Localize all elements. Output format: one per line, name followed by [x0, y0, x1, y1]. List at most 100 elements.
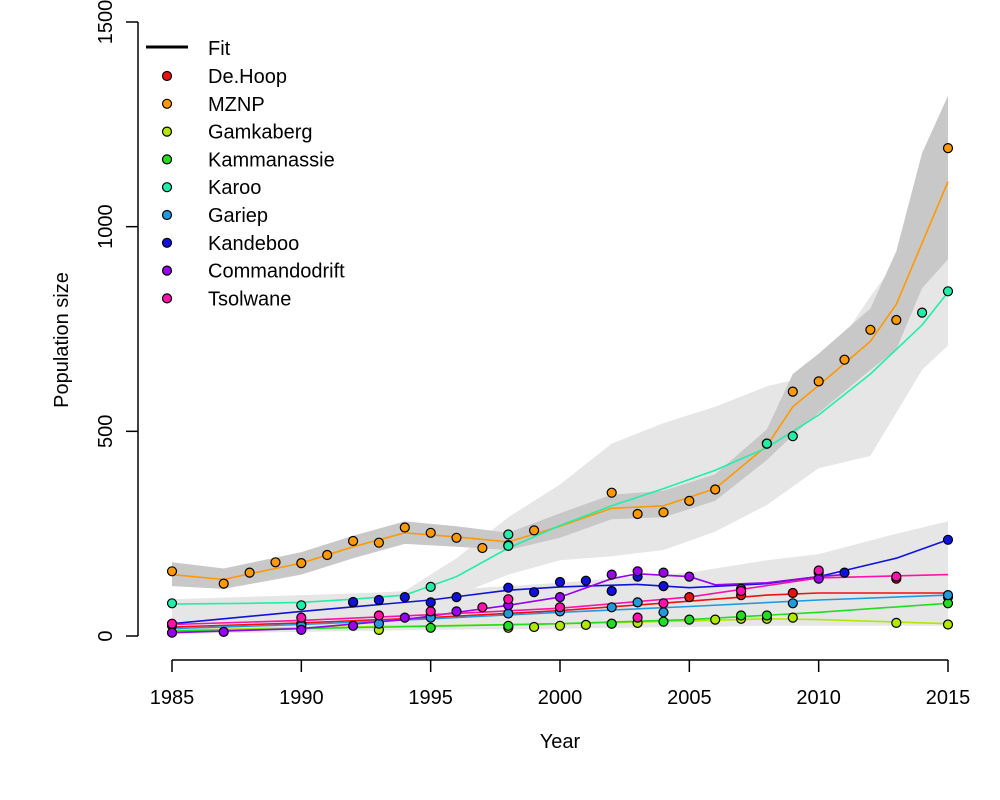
point-tsolwane: [373, 610, 384, 621]
point-gamkaberg: [942, 619, 954, 630]
point-tsolwane: [503, 594, 514, 605]
point-kammanassie: [658, 616, 669, 627]
point-karoo: [425, 581, 436, 593]
point-de-hoop: [787, 587, 798, 599]
point-gariep: [942, 589, 954, 601]
point-mznp: [710, 484, 721, 495]
point-kandeboo: [451, 591, 462, 603]
point-kandeboo: [658, 580, 669, 592]
y-tick-label: 1500: [95, 0, 117, 44]
point-mznp: [658, 507, 669, 518]
y-tick-label: 0: [95, 630, 117, 641]
point-mznp: [684, 495, 695, 506]
x-tick-label: 1995: [408, 687, 453, 709]
legend-marker-tsolwane: [161, 293, 173, 304]
point-gamkaberg: [580, 619, 592, 631]
y-axis-title: Population size: [51, 272, 73, 408]
fit-line-mznp: [171, 181, 949, 581]
band-karoo: [172, 189, 948, 608]
point-commandodrift: [554, 591, 566, 603]
point-commandodrift: [296, 624, 307, 636]
legend-marker-mznp: [161, 98, 173, 109]
legend: Fit De.Hoop MZNP Gamkaberg Kammanassie Karoo…: [146, 38, 345, 310]
point-gamkaberg: [891, 617, 902, 629]
legend-marker-gariep: [161, 209, 173, 221]
point-commandodrift: [218, 626, 229, 638]
point-gariep: [787, 598, 798, 609]
point-mznp: [632, 508, 643, 520]
point-kammanassie: [761, 610, 773, 621]
point-kammanassie: [606, 618, 617, 629]
point-tsolwane: [658, 598, 669, 609]
point-tsolwane: [891, 571, 902, 582]
point-commandodrift: [348, 620, 359, 631]
point-mznp: [813, 376, 824, 387]
point-commandodrift: [451, 606, 462, 617]
point-mznp: [891, 314, 902, 326]
point-gamkaberg: [528, 621, 540, 633]
point-mznp: [322, 549, 333, 561]
point-gariep: [606, 602, 617, 613]
legend-label-karoo: Karoo: [208, 177, 261, 199]
point-karoo: [296, 600, 307, 611]
point-kandeboo: [580, 575, 592, 586]
point-tsolwane: [632, 612, 643, 623]
point-tsolwane: [735, 585, 747, 597]
point-karoo: [503, 529, 514, 540]
point-tsolwane: [813, 565, 824, 576]
point-karoo: [787, 431, 798, 442]
point-kandeboo: [839, 567, 850, 578]
legend-marker-kammanassie: [161, 154, 173, 165]
legend-marker-de-hoop: [161, 70, 173, 82]
point-mznp: [528, 525, 540, 536]
fit-line-de-hoop: [171, 592, 948, 628]
point-kandeboo: [348, 596, 359, 608]
point-tsolwane: [554, 602, 566, 613]
point-commandodrift: [399, 612, 410, 623]
point-mznp: [373, 537, 384, 548]
legend-label-kammanassie: Kammanassie: [208, 149, 335, 171]
point-tsolwane: [477, 602, 488, 613]
point-karoo: [916, 307, 928, 318]
x-tick-label: 2005: [667, 687, 712, 709]
point-kandeboo: [942, 534, 954, 545]
x-tick-label: 1985: [150, 687, 195, 709]
legend-marker-commandodrift: [161, 265, 173, 276]
point-commandodrift: [166, 627, 178, 638]
point-karoo: [503, 540, 514, 552]
point-mznp: [787, 386, 798, 397]
legend-label-mznp: MZNP: [208, 94, 265, 116]
point-mznp: [942, 143, 954, 154]
point-commandodrift: [658, 567, 669, 578]
x-axis-ticks: 1985 1990 1995 2000 2005 2010 2015: [150, 660, 970, 709]
point-gamkaberg: [554, 620, 566, 631]
point-kammanassie: [503, 620, 514, 631]
point-gamkaberg: [710, 614, 721, 625]
legend-marker-gamkaberg: [161, 126, 173, 137]
x-axis-title: Year: [540, 731, 581, 753]
legend-label-de-hoop: De.Hoop: [208, 66, 287, 88]
data-points: [166, 143, 954, 638]
point-kandeboo: [606, 585, 617, 597]
point-commandodrift: [684, 571, 695, 582]
legend-label-tsolwane: Tsolwane: [208, 288, 291, 310]
x-tick-label: 1990: [279, 687, 324, 709]
confidence-bands-dark: [172, 95, 948, 589]
point-kammanassie: [425, 622, 436, 633]
legend-marker-karoo: [161, 182, 173, 193]
point-kandeboo: [554, 576, 566, 588]
point-mznp: [425, 527, 436, 538]
point-mznp: [348, 535, 359, 547]
point-mznp: [451, 532, 462, 543]
point-gamkaberg: [787, 612, 798, 623]
point-mznp: [244, 567, 255, 578]
legend-label-gamkaberg: Gamkaberg: [208, 122, 313, 144]
legend-label-kandeboo: Kandeboo: [208, 233, 299, 255]
point-mznp: [218, 578, 229, 589]
point-karoo: [761, 438, 773, 449]
point-kammanassie: [735, 610, 747, 621]
point-mznp: [865, 324, 876, 335]
point-kandeboo: [528, 587, 540, 598]
point-karoo: [166, 598, 178, 609]
